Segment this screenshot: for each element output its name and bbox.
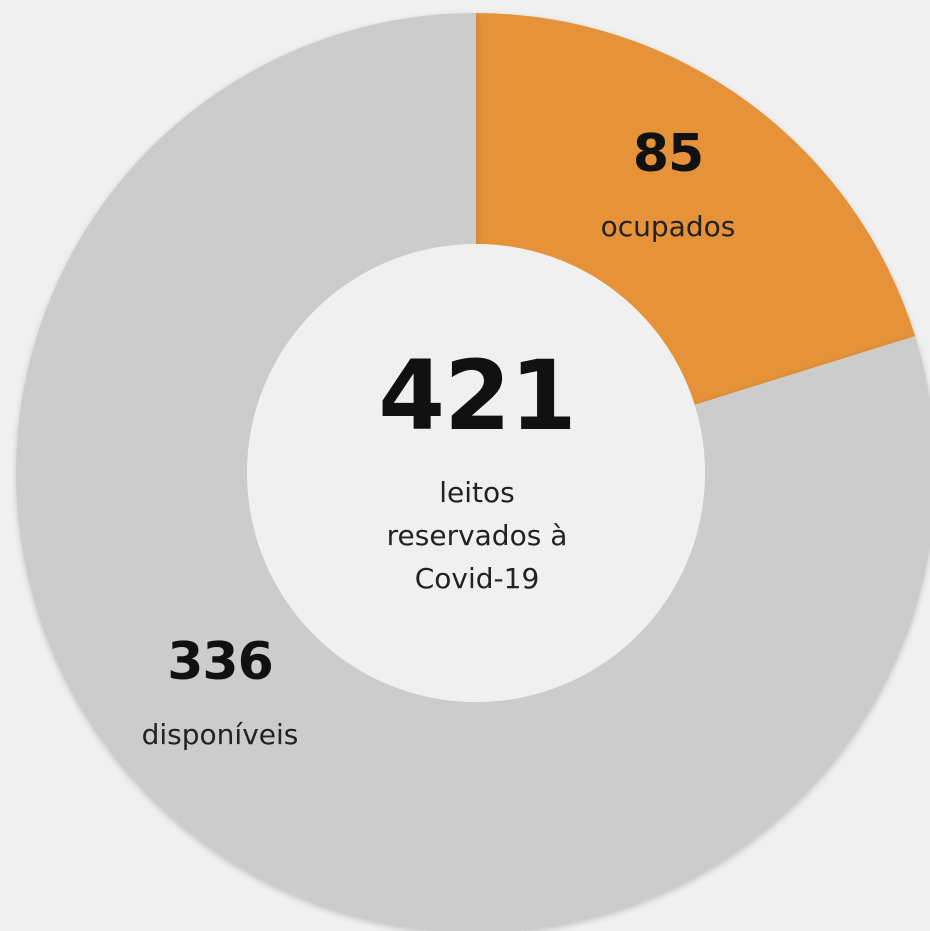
occupied-label: ocupados xyxy=(600,210,736,243)
available-value: 336 xyxy=(167,632,274,692)
donut-hole xyxy=(247,244,705,702)
occupied-value: 85 xyxy=(632,124,704,184)
total-caption-line-3: Covid-19 xyxy=(414,562,540,595)
total-caption-line-1: leitos xyxy=(439,476,515,509)
donut-slice-disponíveis xyxy=(16,13,930,931)
available-label: disponíveis xyxy=(141,718,299,751)
total-value: 421 xyxy=(378,340,576,452)
donut-slice-ocupados xyxy=(476,13,916,405)
total-caption-line-2: reservados à xyxy=(386,519,568,552)
